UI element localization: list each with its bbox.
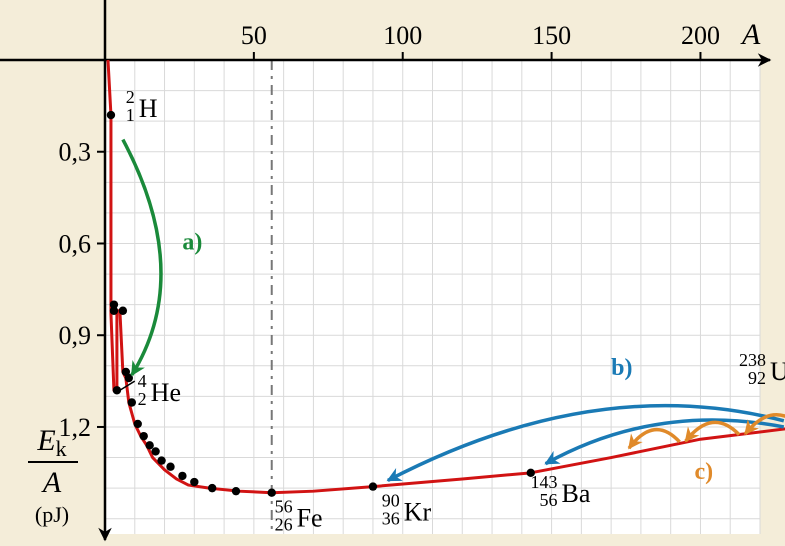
svg-text:50: 50 (241, 21, 267, 50)
x-axis-label: A (740, 18, 761, 51)
label-b: b) (611, 355, 632, 381)
svg-text:100: 100 (383, 21, 422, 50)
data-point (369, 482, 377, 490)
data-point (110, 300, 118, 308)
binding-energy-chart: 50100150200A0,30,60,91,2EkA(pJ)a)b)c)21H… (0, 0, 785, 546)
data-point (140, 432, 148, 440)
data-point (107, 111, 115, 119)
label-c: c) (695, 459, 714, 485)
chart-svg: 50100150200A0,30,60,91,2EkA(pJ)a)b)c)21H… (0, 0, 785, 546)
data-point (134, 420, 142, 428)
data-point (119, 307, 127, 315)
data-point (157, 456, 165, 464)
data-point (166, 463, 174, 471)
svg-text:0,3: 0,3 (59, 138, 92, 167)
data-point (190, 478, 198, 486)
data-point (232, 487, 240, 495)
data-point (128, 398, 136, 406)
data-point (208, 484, 216, 492)
label-a: a) (182, 230, 202, 256)
data-point (125, 374, 133, 382)
data-point (151, 447, 159, 455)
svg-text:0,9: 0,9 (59, 321, 92, 350)
y-label-denominator: A (41, 466, 62, 499)
svg-text:0,6: 0,6 (59, 229, 92, 258)
data-point (145, 441, 153, 449)
svg-text:200: 200 (681, 21, 720, 50)
svg-text:150: 150 (532, 21, 571, 50)
data-point (113, 386, 121, 394)
y-label-unit: (pJ) (35, 502, 69, 527)
data-point (178, 472, 186, 480)
